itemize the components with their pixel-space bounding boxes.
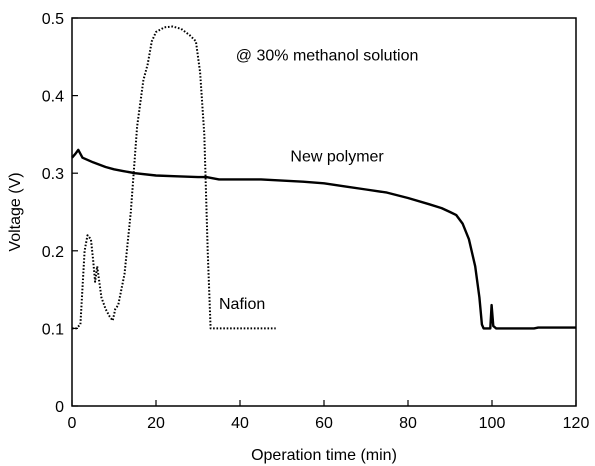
y-tick-label: 0.2 <box>42 244 64 261</box>
x-tick-label: 0 <box>68 415 77 432</box>
plot-area-border <box>71 17 577 407</box>
y-axis-label: Voltage (V) <box>7 172 24 251</box>
x-tick-label: 80 <box>399 415 417 432</box>
x-tick-label: 100 <box>479 415 506 432</box>
y-tick-label: 0 <box>55 399 64 416</box>
x-tick-label: 20 <box>147 415 165 432</box>
x-axis-label: Operation time (min) <box>251 447 397 464</box>
chart-annotation: @ 30% methanol solution <box>236 48 419 65</box>
y-tick-label: 0.5 <box>42 11 64 28</box>
x-axis-ticks: 0 20 40 60 80 100 120 <box>68 400 590 432</box>
series-label-new-polymer: New polymer <box>290 149 384 166</box>
y-tick-label: 0.4 <box>42 89 64 106</box>
y-axis-ticks: 0 0.1 0.2 0.3 0.4 0.5 <box>42 11 78 416</box>
y-tick-label: 0.1 <box>42 321 64 338</box>
x-tick-label: 120 <box>563 415 590 432</box>
plot-frame <box>71 17 577 407</box>
x-tick-label: 40 <box>231 415 249 432</box>
series-label-nafion: Nafion <box>219 296 265 313</box>
y-tick-label: 0.3 <box>42 166 64 183</box>
x-tick-label: 60 <box>315 415 333 432</box>
series-lines <box>71 25 576 330</box>
series-line-new-polymer <box>71 148 576 330</box>
series-line-nafion <box>72 25 276 330</box>
